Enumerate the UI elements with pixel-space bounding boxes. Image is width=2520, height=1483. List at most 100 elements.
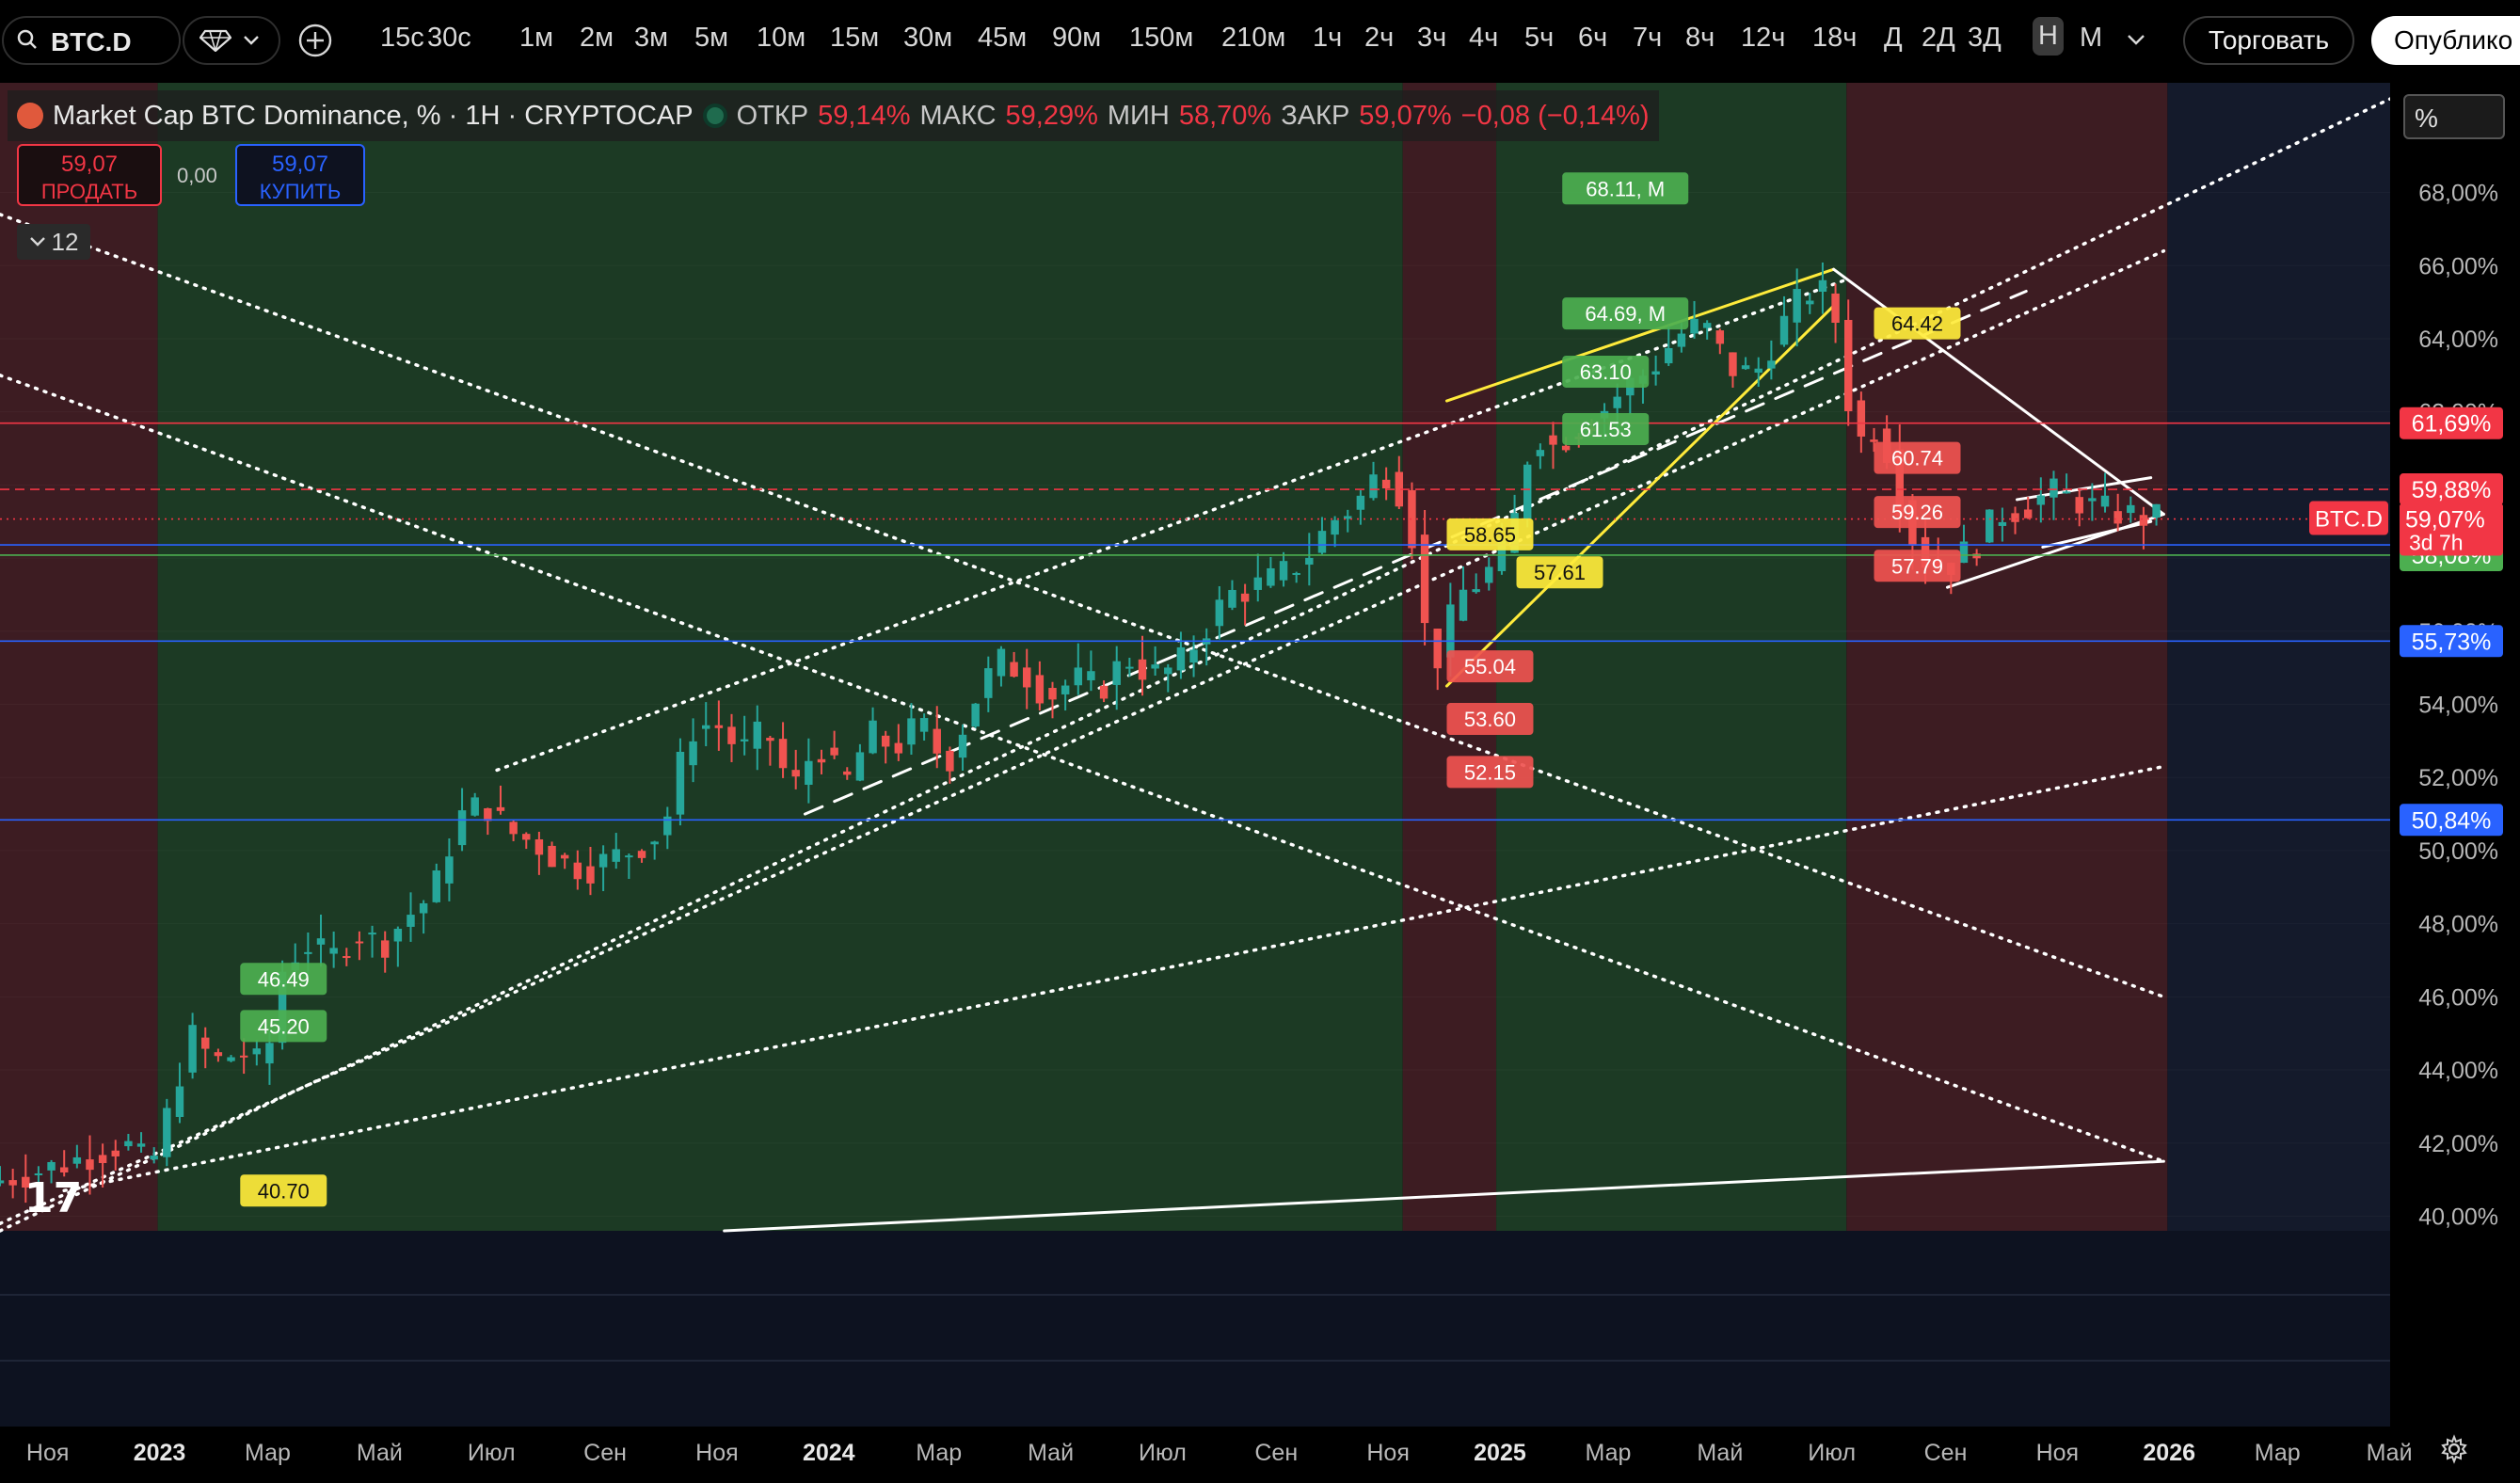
- candle-body-140: [1793, 289, 1801, 323]
- timeframe-16[interactable]: 4ч: [1469, 23, 1499, 53]
- time-tick-15: Май: [1697, 1440, 1743, 1466]
- timeframe-9[interactable]: 45м: [978, 23, 1028, 53]
- timeframe-20[interactable]: 8ч: [1685, 23, 1715, 53]
- timeframe-13[interactable]: 1ч: [1313, 23, 1343, 53]
- candle-body-4: [47, 1161, 56, 1171]
- candle-body-145: [1857, 400, 1866, 437]
- candle-body-60: [766, 738, 774, 742]
- time-tick-10: Июл: [1139, 1440, 1187, 1466]
- timeframe-6[interactable]: 10м: [757, 23, 806, 53]
- candle-body-110: [1408, 489, 1416, 549]
- chart-legend: Market Cap BTC Dominance, % · 1H · CRYPT…: [8, 90, 1659, 141]
- candle-body-38: [484, 807, 492, 821]
- level-label-1: 45.20: [258, 1014, 310, 1038]
- timeframe-26[interactable]: Н: [2033, 17, 2064, 56]
- candle-body-52: [663, 816, 672, 836]
- level-label-15: 57.79: [1891, 554, 1943, 578]
- candle-body-99: [1267, 567, 1275, 586]
- time-tick-16: Июл: [1808, 1440, 1856, 1466]
- level-label-0: 46.49: [258, 967, 310, 991]
- candle-body-139: [1779, 315, 1789, 345]
- time-tick-5: Сен: [583, 1440, 627, 1466]
- chart-canvas[interactable]: 46.49 45.20 40.70 68.11, M 64.69, M 63.10 61.5…: [0, 83, 2520, 1483]
- zones-layer: [0, 83, 2520, 1483]
- scale-mode-button[interactable]: %: [2403, 94, 2505, 139]
- timeframe-14[interactable]: 2ч: [1364, 23, 1395, 53]
- sell-button[interactable]: 59,07 ПРОДАТЬ: [17, 144, 162, 206]
- symbol-search[interactable]: BTC.D: [2, 16, 181, 65]
- price-tick-0: 40,00%: [2418, 1204, 2498, 1230]
- candle-body-29: [368, 933, 376, 935]
- time-axis[interactable]: Ноя 2023 Мар Май Июл Сен Ноя 2024 Мар Май Июл Сен Но…: [0, 1427, 2520, 1483]
- candle-body-19: [239, 1055, 248, 1058]
- time-tick-0: Ноя: [26, 1440, 70, 1466]
- timeframe-4[interactable]: 3м: [634, 23, 669, 53]
- timeframe-2[interactable]: 1м: [519, 23, 554, 53]
- timeframe-15[interactable]: 3ч: [1417, 23, 1447, 53]
- buy-button[interactable]: 59,07 КУПИТЬ: [235, 144, 365, 206]
- zone-bear-4: [1846, 83, 2168, 1231]
- timeframe-18[interactable]: 6ч: [1578, 23, 1608, 53]
- timeframe-27[interactable]: М: [2080, 23, 2103, 53]
- indicators-toggle[interactable]: 12: [17, 224, 90, 260]
- candle-body-115: [1472, 589, 1480, 593]
- time-tick-20: Мар: [2255, 1440, 2301, 1466]
- timeframe-12[interactable]: 210м: [1221, 23, 1286, 53]
- candle-body-67: [855, 752, 865, 781]
- candle-body-13: [163, 1108, 171, 1157]
- add-compare-icon[interactable]: [297, 23, 333, 58]
- price-tick-6: 52,00%: [2418, 765, 2498, 791]
- timeframe-17[interactable]: 5ч: [1524, 23, 1555, 53]
- timeframe-7[interactable]: 15м: [830, 23, 880, 53]
- timeframe-24[interactable]: 2Д: [1922, 23, 1955, 53]
- timeframe-3[interactable]: 2м: [580, 23, 614, 53]
- price-axis[interactable]: 40,00% 42,00% 44,00% 46,00% 48,00% 50,00% 52,0…: [2309, 83, 2520, 1483]
- candle-body-114: [1459, 589, 1468, 621]
- diamond-icon: [199, 29, 231, 52]
- candle-body-32: [407, 915, 415, 927]
- gear-icon[interactable]: [2439, 1434, 2469, 1464]
- legend-open: 59,14%: [818, 100, 911, 131]
- timeframe-11[interactable]: 150м: [1129, 23, 1194, 53]
- sell-price: 59,07: [60, 151, 119, 177]
- time-tick-7: 2024: [803, 1440, 855, 1466]
- candle-body-168: [2152, 503, 2161, 518]
- timeframe-21[interactable]: 12ч: [1741, 23, 1786, 53]
- level-label-box-1: [240, 1010, 327, 1043]
- timeframe-23[interactable]: Д: [1884, 23, 1903, 53]
- legend-title[interactable]: Market Cap BTC Dominance, % · 1H · CRYPT…: [53, 100, 694, 131]
- timeframe-25[interactable]: 3Д: [1968, 23, 2002, 53]
- timeframe-chevron-icon[interactable]: [2127, 34, 2145, 47]
- price-tick-5: 50,00%: [2418, 838, 2498, 865]
- trade-button[interactable]: Торговать: [2183, 16, 2354, 65]
- timeframe-8[interactable]: 30м: [903, 23, 953, 53]
- candle-body-68: [869, 720, 877, 754]
- candle-body-40: [509, 821, 518, 835]
- timeframe-19[interactable]: 7ч: [1633, 23, 1663, 53]
- timeframe-10[interactable]: 90м: [1052, 23, 1102, 53]
- candle-body-55: [701, 725, 710, 729]
- candle-body-159: [2036, 495, 2046, 505]
- price-label-box-5: [2400, 625, 2503, 658]
- candle-body-49: [625, 855, 633, 858]
- time-tick-3: Май: [357, 1440, 403, 1466]
- chevron-down-icon: [244, 36, 259, 45]
- alerts-diamond-menu[interactable]: [183, 16, 280, 65]
- candle-body-106: [1356, 495, 1365, 510]
- candle-body-89: [1138, 659, 1147, 680]
- publish-button[interactable]: Опублико: [2371, 16, 2520, 65]
- timeframe-0[interactable]: 15с: [380, 23, 424, 53]
- trendline-4: [0, 213, 2166, 999]
- timeframe-1[interactable]: 30с: [427, 23, 471, 53]
- price-tick-13: 66,00%: [2418, 253, 2498, 279]
- price-label-5: 55,73%: [2412, 629, 2492, 655]
- candle-body-57: [727, 726, 736, 744]
- level-label-14: 59.26: [1891, 501, 1943, 524]
- timeframe-22[interactable]: 18ч: [1812, 23, 1858, 53]
- candle-body-103: [1317, 531, 1327, 553]
- candle-body-47: [598, 853, 608, 868]
- timeframe-5[interactable]: 5м: [694, 23, 729, 53]
- legend-close: 59,07%: [1359, 100, 1452, 131]
- legend-low: 58,70%: [1178, 100, 1272, 131]
- candle-body-111: [1420, 534, 1429, 624]
